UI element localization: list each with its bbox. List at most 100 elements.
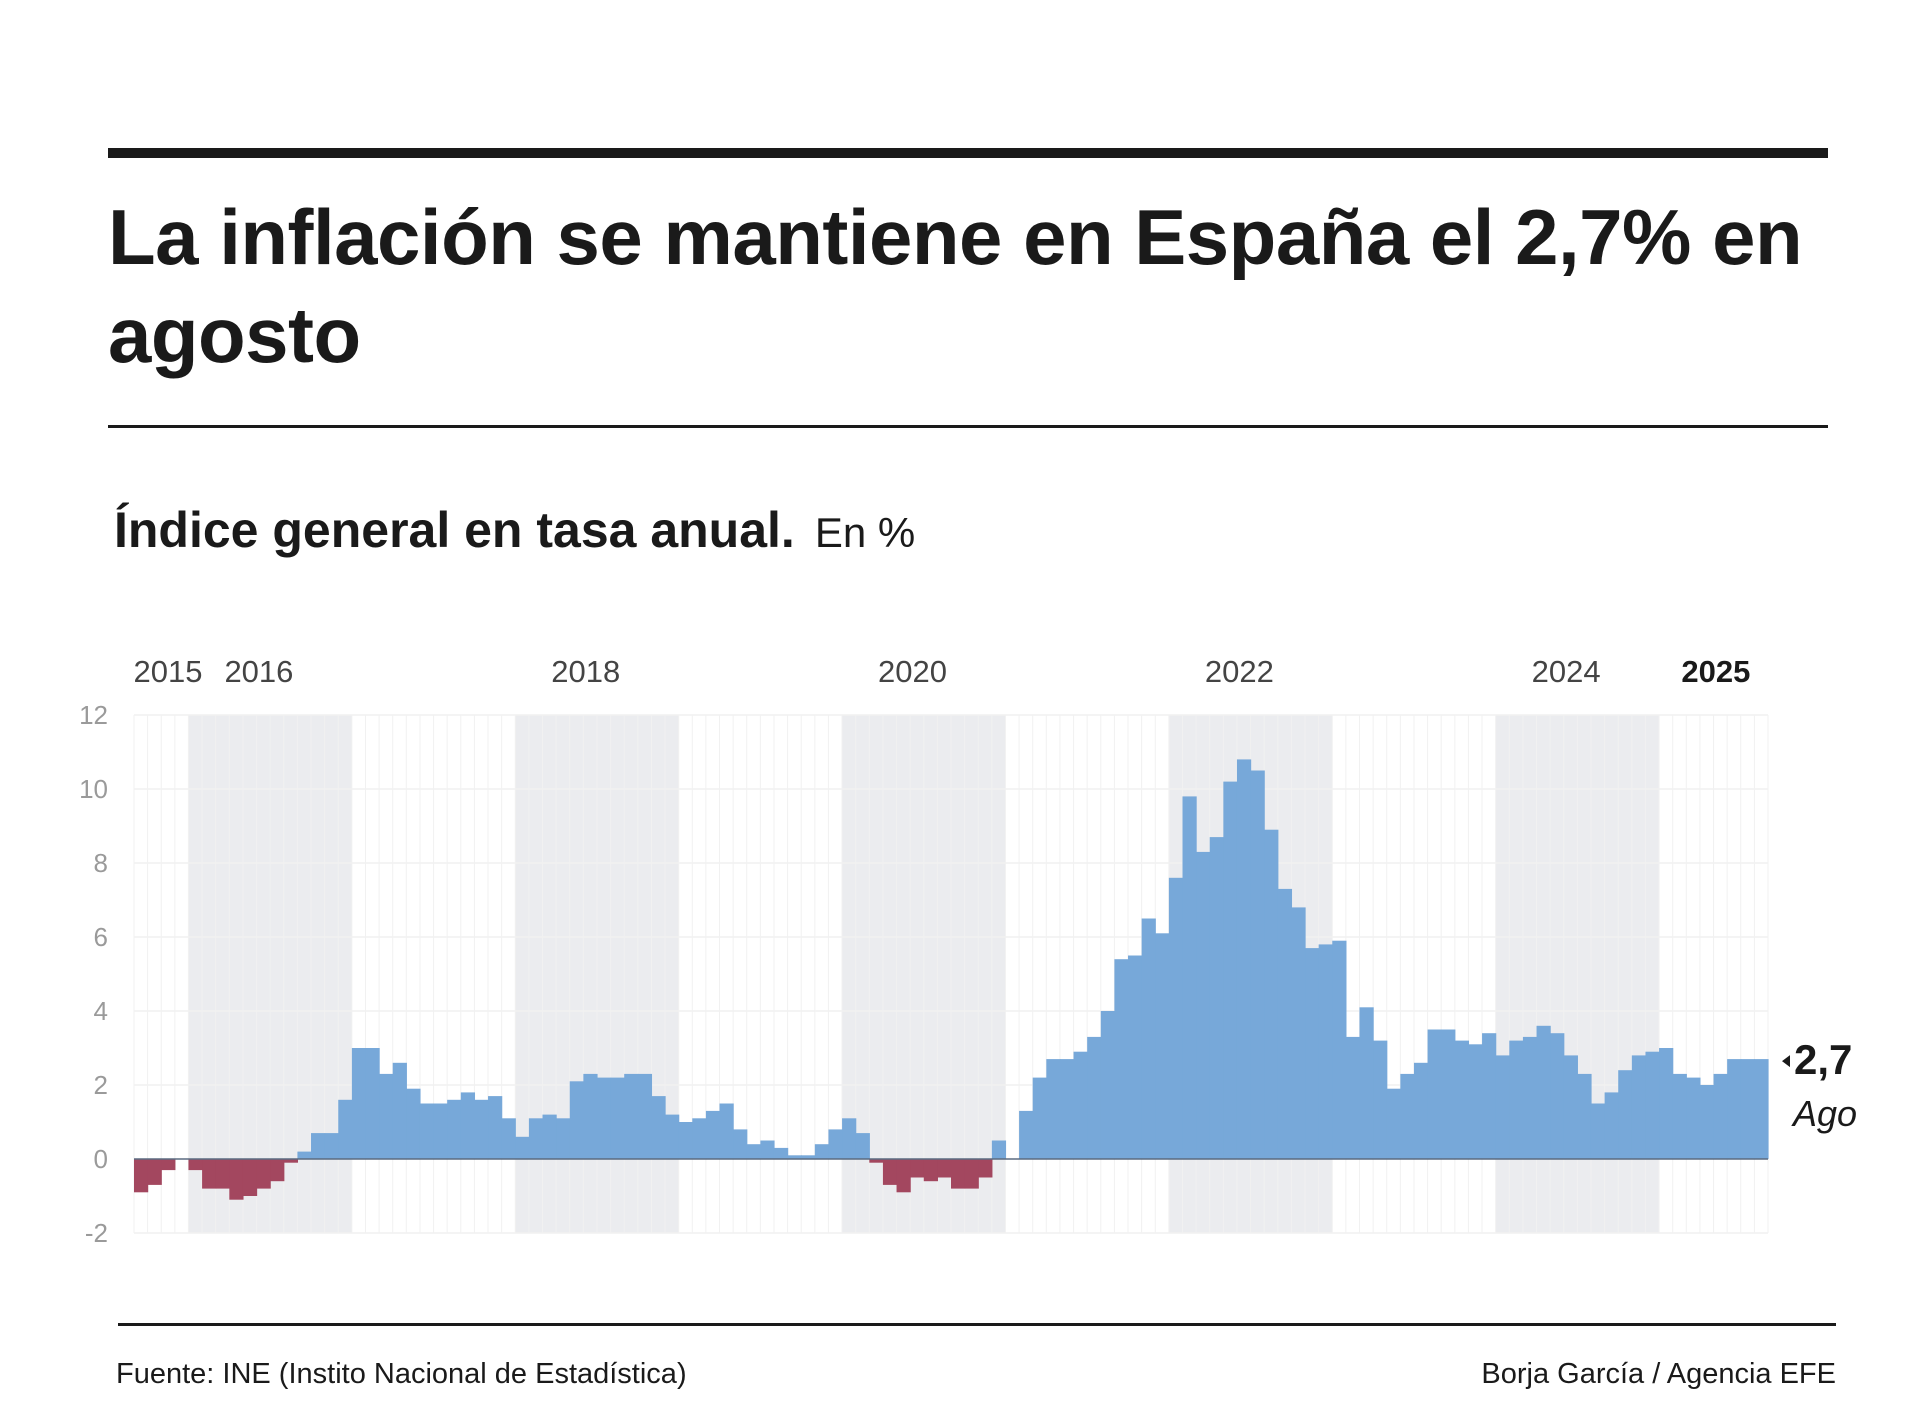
bar	[1754, 1059, 1769, 1159]
annotation-month: Ago	[1791, 1093, 1857, 1134]
bar	[678, 1122, 693, 1159]
source-note: Fuente: INE (Instito Nacional de Estadís…	[116, 1358, 687, 1390]
bar	[1522, 1036, 1538, 1159]
bar	[1659, 1048, 1674, 1159]
pointer-arrow-icon	[1782, 1055, 1790, 1068]
footer-rule	[118, 1323, 1836, 1326]
bar	[474, 1099, 489, 1159]
bar	[1563, 1055, 1578, 1159]
bar	[392, 1062, 407, 1159]
bar	[1305, 948, 1320, 1159]
year-labels: 2015 2016 2018 2020 2022 2024 2025	[134, 654, 1751, 689]
last-value-annotation: 2,7 Ago	[1782, 1036, 1857, 1134]
bar	[1495, 1055, 1510, 1159]
bar	[1141, 918, 1156, 1159]
bar	[951, 1159, 966, 1189]
page-title: La inflación se mantiene en España el 2,…	[108, 193, 1803, 379]
bar	[1373, 1040, 1388, 1159]
bar	[324, 1133, 339, 1159]
bar	[134, 1159, 149, 1193]
bar	[760, 1140, 775, 1159]
bar	[1182, 796, 1197, 1159]
y-tick-label: -2	[85, 1218, 108, 1248]
bar	[1168, 877, 1184, 1159]
bar	[842, 1118, 857, 1159]
bar	[1441, 1029, 1456, 1159]
bar	[1482, 1033, 1497, 1159]
bar	[1032, 1077, 1047, 1159]
bar	[501, 1118, 516, 1159]
inflation-bar-chart: -2 0 2 4 6 8 10 12 2015 2016 2018 2020 2022 2024 2025…	[79, 654, 1857, 1248]
bar	[746, 1144, 761, 1159]
bar	[1318, 944, 1333, 1159]
subtitle-main: Índice general en tasa anual.	[114, 502, 795, 558]
bar	[406, 1088, 421, 1159]
bar	[583, 1073, 598, 1159]
bar	[188, 1159, 203, 1171]
bar	[855, 1133, 870, 1159]
y-tick-label: 6	[94, 922, 108, 952]
bar	[242, 1159, 258, 1196]
bar	[1236, 759, 1252, 1159]
bar	[828, 1129, 843, 1159]
annotation-value: 2,7	[1794, 1036, 1852, 1083]
bar	[637, 1073, 653, 1159]
bar	[1073, 1051, 1088, 1159]
bar	[814, 1144, 830, 1159]
bar	[1196, 851, 1211, 1159]
bar	[1604, 1092, 1619, 1159]
bar	[665, 1114, 680, 1159]
bar	[1577, 1073, 1592, 1159]
bar	[1413, 1062, 1429, 1159]
y-tick-label: 2	[94, 1070, 108, 1100]
bar	[528, 1118, 544, 1159]
year-label-2015: 2015	[134, 654, 203, 689]
bar	[1740, 1059, 1755, 1159]
bar	[1277, 888, 1293, 1159]
year-label-2022: 2022	[1205, 654, 1274, 689]
bar	[1250, 770, 1265, 1159]
year-label-2020: 2020	[878, 654, 947, 689]
bar	[419, 1103, 435, 1159]
bar	[991, 1140, 1007, 1159]
title-rule	[108, 425, 1828, 428]
y-axis: -2 0 2 4 6 8 10 12	[79, 700, 108, 1248]
bar	[229, 1159, 244, 1200]
bar	[270, 1159, 285, 1182]
bar	[569, 1081, 584, 1159]
bar	[1672, 1073, 1687, 1159]
bar	[978, 1159, 993, 1178]
bar	[1114, 959, 1129, 1159]
bar	[1019, 1110, 1034, 1159]
y-tick-label: 8	[94, 848, 108, 878]
bar	[1631, 1055, 1647, 1159]
bar	[719, 1103, 734, 1159]
bar	[542, 1114, 557, 1159]
bar	[1454, 1040, 1470, 1159]
bar	[447, 1099, 462, 1159]
bar	[801, 1155, 816, 1159]
bar	[1223, 781, 1238, 1159]
bar	[1550, 1033, 1565, 1159]
bar	[1618, 1070, 1633, 1159]
bar	[733, 1129, 748, 1159]
bar	[338, 1099, 353, 1159]
bar	[311, 1133, 326, 1159]
y-tick-label: 10	[79, 774, 108, 804]
bar	[1468, 1044, 1483, 1159]
bar	[147, 1159, 162, 1185]
bar	[1209, 837, 1224, 1159]
bar	[1100, 1011, 1115, 1159]
bar	[1046, 1059, 1061, 1159]
bar	[1291, 907, 1306, 1159]
bar	[1727, 1059, 1742, 1159]
bar	[896, 1159, 911, 1193]
bar	[379, 1073, 394, 1159]
bar	[1699, 1085, 1715, 1159]
credit-note: Borja García / Agencia EFE	[1481, 1358, 1836, 1390]
bar	[1386, 1088, 1401, 1159]
bar	[515, 1136, 530, 1159]
bar	[202, 1159, 217, 1189]
bar	[1359, 1007, 1374, 1159]
bar	[1059, 1059, 1075, 1159]
